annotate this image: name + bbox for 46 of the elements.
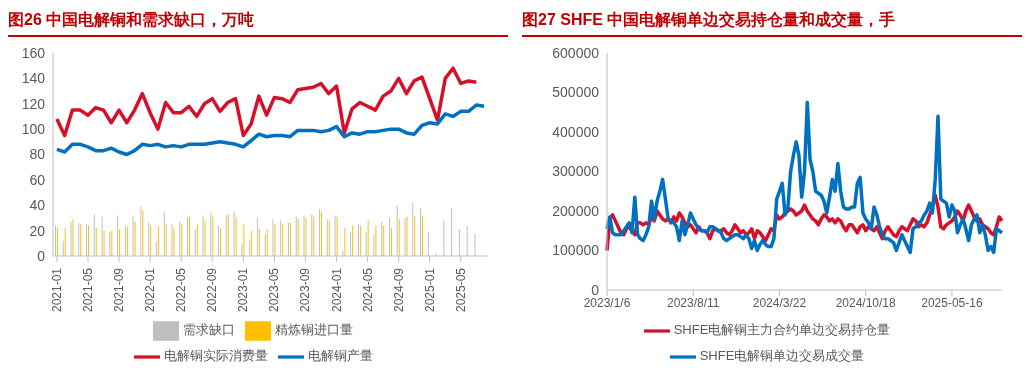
x-tick-label: 2024/3/22 (752, 295, 807, 310)
x-tick-label: 2024-01 (329, 267, 344, 313)
y-tick-label: 20 (29, 222, 46, 239)
y-tick-label: 500000 (552, 84, 600, 101)
legend-label: 电解铜实际消费量 (163, 348, 268, 364)
legend-label: SHFE电解铜单边交易成交量 (699, 348, 865, 364)
x-tick-label: 2021-05 (80, 267, 95, 313)
legend-label: 精炼铜进口量 (275, 322, 353, 338)
x-tick-label: 2025-01 (422, 267, 437, 313)
x-tick-label: 2022-01 (143, 267, 158, 313)
chart-title: 图27 SHFE 中国电解铜单边交易持仓量和成交量，手 (522, 8, 1022, 37)
line-series (55, 66, 479, 138)
x-tick-label: 2025-05 (453, 267, 468, 313)
x-tick-label: 2025-05-16 (921, 295, 983, 310)
legend-label: 电解铜产量 (307, 348, 373, 364)
x-tick-label: 2023/8/11 (666, 295, 720, 310)
y-tick-label: 80 (29, 146, 46, 163)
chart-title: 图26 中国电解铜和需求缺口，万吨 (8, 8, 508, 37)
legend-label: SHFE电解铜主力合约单边交易持仓量 (673, 322, 891, 338)
x-tick-label: 2022-05 (174, 267, 189, 313)
x-tick-label: 2024-05 (360, 267, 375, 313)
x-tick-label: 2024/10/18 (835, 295, 897, 310)
x-tick-label: 2023-09 (298, 267, 313, 313)
y-tick-label: 100000 (552, 242, 600, 259)
x-tick-label: 2021-09 (112, 267, 127, 313)
line-series (605, 100, 1004, 255)
x-tick-label: 2022-09 (205, 267, 220, 313)
line-series (55, 103, 486, 157)
y-tick-label: 140 (21, 70, 46, 87)
y-tick-label: 400000 (552, 123, 600, 140)
x-tick-label: 2023-01 (236, 267, 251, 313)
y-tick-label: 200000 (552, 202, 600, 219)
x-tick-label: 2023-05 (267, 267, 282, 313)
y-tick-label: 0 (37, 247, 46, 264)
x-tick-label: 2021-01 (49, 267, 64, 313)
y-tick-label: 120 (21, 95, 46, 112)
legend-label: 需求缺口 (183, 322, 235, 338)
y-tick-label: 0 (591, 281, 600, 298)
y-tick-label: 600000 (552, 44, 600, 61)
y-tick-label: 160 (21, 44, 46, 61)
x-tick-label: 2023/1/6 (583, 295, 631, 310)
y-tick-label: 40 (29, 197, 46, 214)
y-tick-label: 60 (29, 171, 46, 188)
x-tick-label: 2024-09 (391, 267, 406, 313)
y-tick-label: 300000 (552, 163, 600, 180)
y-tick-label: 100 (21, 121, 46, 138)
